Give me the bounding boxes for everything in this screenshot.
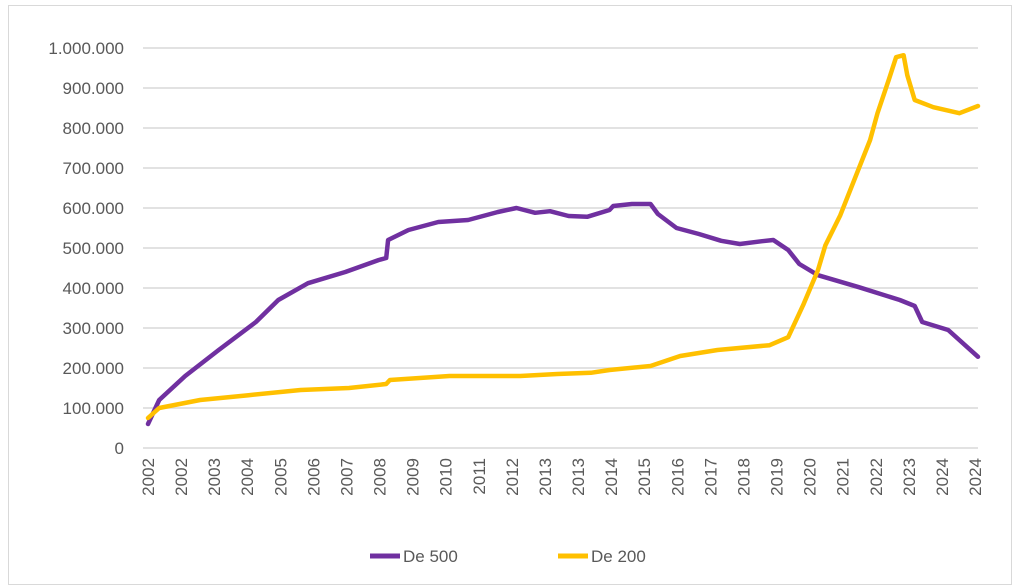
x-tick-label: 2008 bbox=[371, 458, 390, 496]
x-tick-label: 2007 bbox=[337, 458, 356, 496]
y-tick-label: 700.000 bbox=[63, 159, 124, 178]
y-tick-label: 100.000 bbox=[63, 399, 124, 418]
y-tick-label: 200.000 bbox=[63, 359, 124, 378]
y-tick-label: 900.000 bbox=[63, 79, 124, 98]
x-tick-label: 2006 bbox=[304, 458, 323, 496]
x-tick-label: 2011 bbox=[470, 458, 489, 495]
y-tick-label: 300.000 bbox=[63, 319, 124, 338]
x-tick-label: 2013 bbox=[536, 458, 555, 496]
series-lines bbox=[145, 52, 981, 427]
x-tick-label: 2004 bbox=[238, 458, 257, 496]
y-tick-label: 400.000 bbox=[63, 279, 124, 298]
y-tick-label: 500.000 bbox=[63, 239, 124, 258]
x-tick-label: 2012 bbox=[503, 458, 522, 496]
y-tick-label: 600.000 bbox=[63, 199, 124, 218]
x-tick-label: 2009 bbox=[404, 458, 423, 496]
x-tick-label: 2017 bbox=[701, 458, 720, 496]
x-tick-label: 2018 bbox=[734, 458, 753, 496]
x-tick-label: 2010 bbox=[437, 458, 456, 496]
series-line-de-200 bbox=[145, 52, 981, 421]
x-tick-label: 2016 bbox=[668, 458, 687, 496]
x-tick-labels: 2002 2002 2003 2004 2005 2006 2007 2008 2009 2010… bbox=[139, 458, 985, 496]
x-tick-label: 2013 bbox=[569, 458, 588, 496]
y-tick-label: 800.000 bbox=[63, 119, 124, 138]
legend-label: De 500 bbox=[403, 547, 458, 566]
x-tick-label: 2003 bbox=[205, 458, 224, 496]
x-tick-label: 2002 bbox=[172, 458, 191, 496]
x-tick-label: 2014 bbox=[602, 458, 621, 496]
x-tick-label: 2024 bbox=[966, 458, 985, 496]
y-tick-label: 0 bbox=[115, 439, 124, 458]
x-tick-label: 2021 bbox=[834, 458, 853, 496]
x-tick-label: 2002 bbox=[139, 458, 158, 496]
x-tick-label: 2015 bbox=[635, 458, 654, 496]
x-tick-label: 2019 bbox=[768, 458, 787, 496]
x-tick-label: 2005 bbox=[271, 458, 290, 496]
x-tick-label: 2024 bbox=[933, 458, 952, 496]
y-tick-label: 1.000.000 bbox=[48, 39, 124, 58]
x-tick-label: 2022 bbox=[867, 458, 886, 496]
legend-label: De 200 bbox=[591, 547, 646, 566]
y-tick-labels: 0 100.000 200.000 300.000 400.000 500.000 600.… bbox=[48, 39, 124, 458]
x-tick-label: 2023 bbox=[900, 458, 919, 496]
legend: De 500 De 200 bbox=[370, 547, 646, 566]
x-tick-label: 2020 bbox=[801, 458, 820, 496]
series-line-de-500 bbox=[145, 201, 981, 427]
gridlines bbox=[143, 47, 978, 449]
